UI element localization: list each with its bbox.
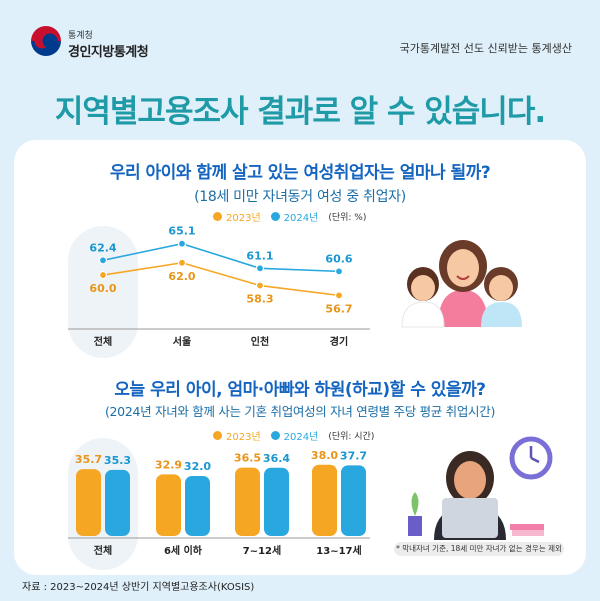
section2-unit: (단위: 시간) (328, 432, 375, 442)
data-point-2024년-0 (98, 256, 108, 265)
section1-subtitle: (18세 미만 자녀동거 여성 중 취업자) (194, 189, 406, 205)
data-point-2024년-1 (177, 239, 187, 248)
x-tick-label-2: 인천 (251, 335, 269, 348)
bar-2024년-1 (185, 476, 210, 536)
bar-2024년-0 (105, 469, 130, 536)
data-label-2023년-3: 56.7 (325, 302, 352, 315)
x-tick-label-3: 경기 (330, 335, 348, 348)
bar-2023년-2 (235, 467, 260, 536)
data-point-2024년-2 (255, 264, 265, 273)
bar-2024년-2 (264, 467, 289, 536)
bar-label-2023년-2: 36.5 (234, 452, 261, 465)
data-point-2023년-3 (334, 291, 344, 300)
bar-label-2024년-3: 37.7 (340, 449, 367, 462)
legend-item-2023: 2023년 (213, 209, 261, 224)
section2-title: 오늘 우리 아이, 엄마·아빠와 하원(하교)할 수 있을까? (114, 380, 486, 400)
agency-name: 경인지방통계청 (68, 45, 149, 60)
government-logo-icon (31, 26, 61, 56)
legend-dot-2024 (270, 212, 280, 221)
legend2-item-2024: 2024년 (270, 428, 319, 443)
bar-x-tick-label-3: 13~17세 (316, 544, 361, 557)
series-line-2023년 (102, 261, 340, 297)
legend2-dot-2023 (213, 431, 222, 440)
data-point-2024년-3 (334, 267, 344, 276)
section1-unit: (단위: %) (328, 213, 367, 223)
overall-highlight (68, 226, 138, 358)
legend-label-2024: 2024년 (283, 213, 319, 224)
x-tick-label-0: 전체 (94, 335, 112, 348)
data-label-2023년-2: 58.3 (246, 293, 273, 306)
data-label-2023년-1: 62.0 (168, 270, 195, 283)
section2-legend: 2023년 2024년 (단위: 시간) (213, 428, 374, 443)
bar-2023년-3 (312, 464, 337, 536)
bar-label-2024년-2: 36.4 (263, 452, 290, 465)
family-illustration-icon (401, 240, 522, 328)
legend2-dot-2024 (270, 431, 280, 440)
data-label-2024년-0: 62.4 (89, 241, 116, 254)
bar-label-2023년-1: 32.9 (155, 458, 182, 471)
legend2-label-2024: 2024년 (283, 432, 319, 443)
data-label-2023년-0: 60.0 (89, 282, 116, 295)
legend2-label-2023: 2023년 (226, 432, 261, 443)
section1-title: 우리 아이와 함께 살고 있는 여성취업자는 얼마나 될까? (109, 163, 491, 183)
slogan-text: 국가통계발전 선도 신뢰받는 통계생산 (399, 42, 572, 55)
data-point-2023년-0 (98, 270, 108, 280)
bar-x-tick-label-0: 전체 (94, 544, 112, 557)
section2-subtitle: (2024년 자녀와 함께 사는 기혼 취업여성의 자녀 연령별 주당 평균 취… (104, 404, 496, 419)
bar-2023년-0 (76, 469, 101, 536)
bar-label-2023년-0: 35.7 (75, 453, 102, 466)
bar-label-2023년-3: 38.0 (311, 449, 338, 462)
data-label-2024년-1: 65.1 (168, 225, 195, 238)
x-tick-label-1: 서울 (173, 335, 191, 348)
working-mother-illustration-icon (408, 436, 553, 540)
data-point-2023년-2 (255, 281, 265, 290)
legend2-item-2023: 2023년 (213, 428, 261, 443)
data-point-2023년-1 (177, 258, 187, 267)
series-line-2024년 (102, 242, 340, 273)
bar-x-tick-label-1: 6세 이하 (164, 544, 203, 557)
bar-label-2024년-0: 35.3 (104, 454, 131, 467)
data-label-2024년-3: 60.6 (325, 252, 352, 265)
source-text: 자료 : 2023~2024년 상반기 지역별고용조사(KOSIS) (22, 582, 255, 593)
bar-label-2024년-1: 32.0 (184, 460, 211, 473)
agency-small-label: 통계청 (68, 31, 93, 41)
bar-x-tick-label-2: 7~12세 (243, 544, 281, 557)
legend-dot-2023 (213, 212, 222, 221)
data-label-2024년-2: 61.1 (246, 249, 273, 262)
bar-2023년-1 (156, 474, 181, 536)
page-title: 지역별고용조사 결과로 알 수 있습니다. (54, 94, 546, 130)
footnote: * 막내자녀 기준, 18세 미만 자녀가 없는 경우는 제외 (394, 542, 564, 556)
bar-2024년-3 (341, 465, 366, 536)
section1-legend: 2023년 2024년 (단위: %) (213, 209, 366, 224)
legend-item-2024: 2024년 (270, 209, 319, 224)
legend-label-2023: 2023년 (226, 213, 261, 224)
